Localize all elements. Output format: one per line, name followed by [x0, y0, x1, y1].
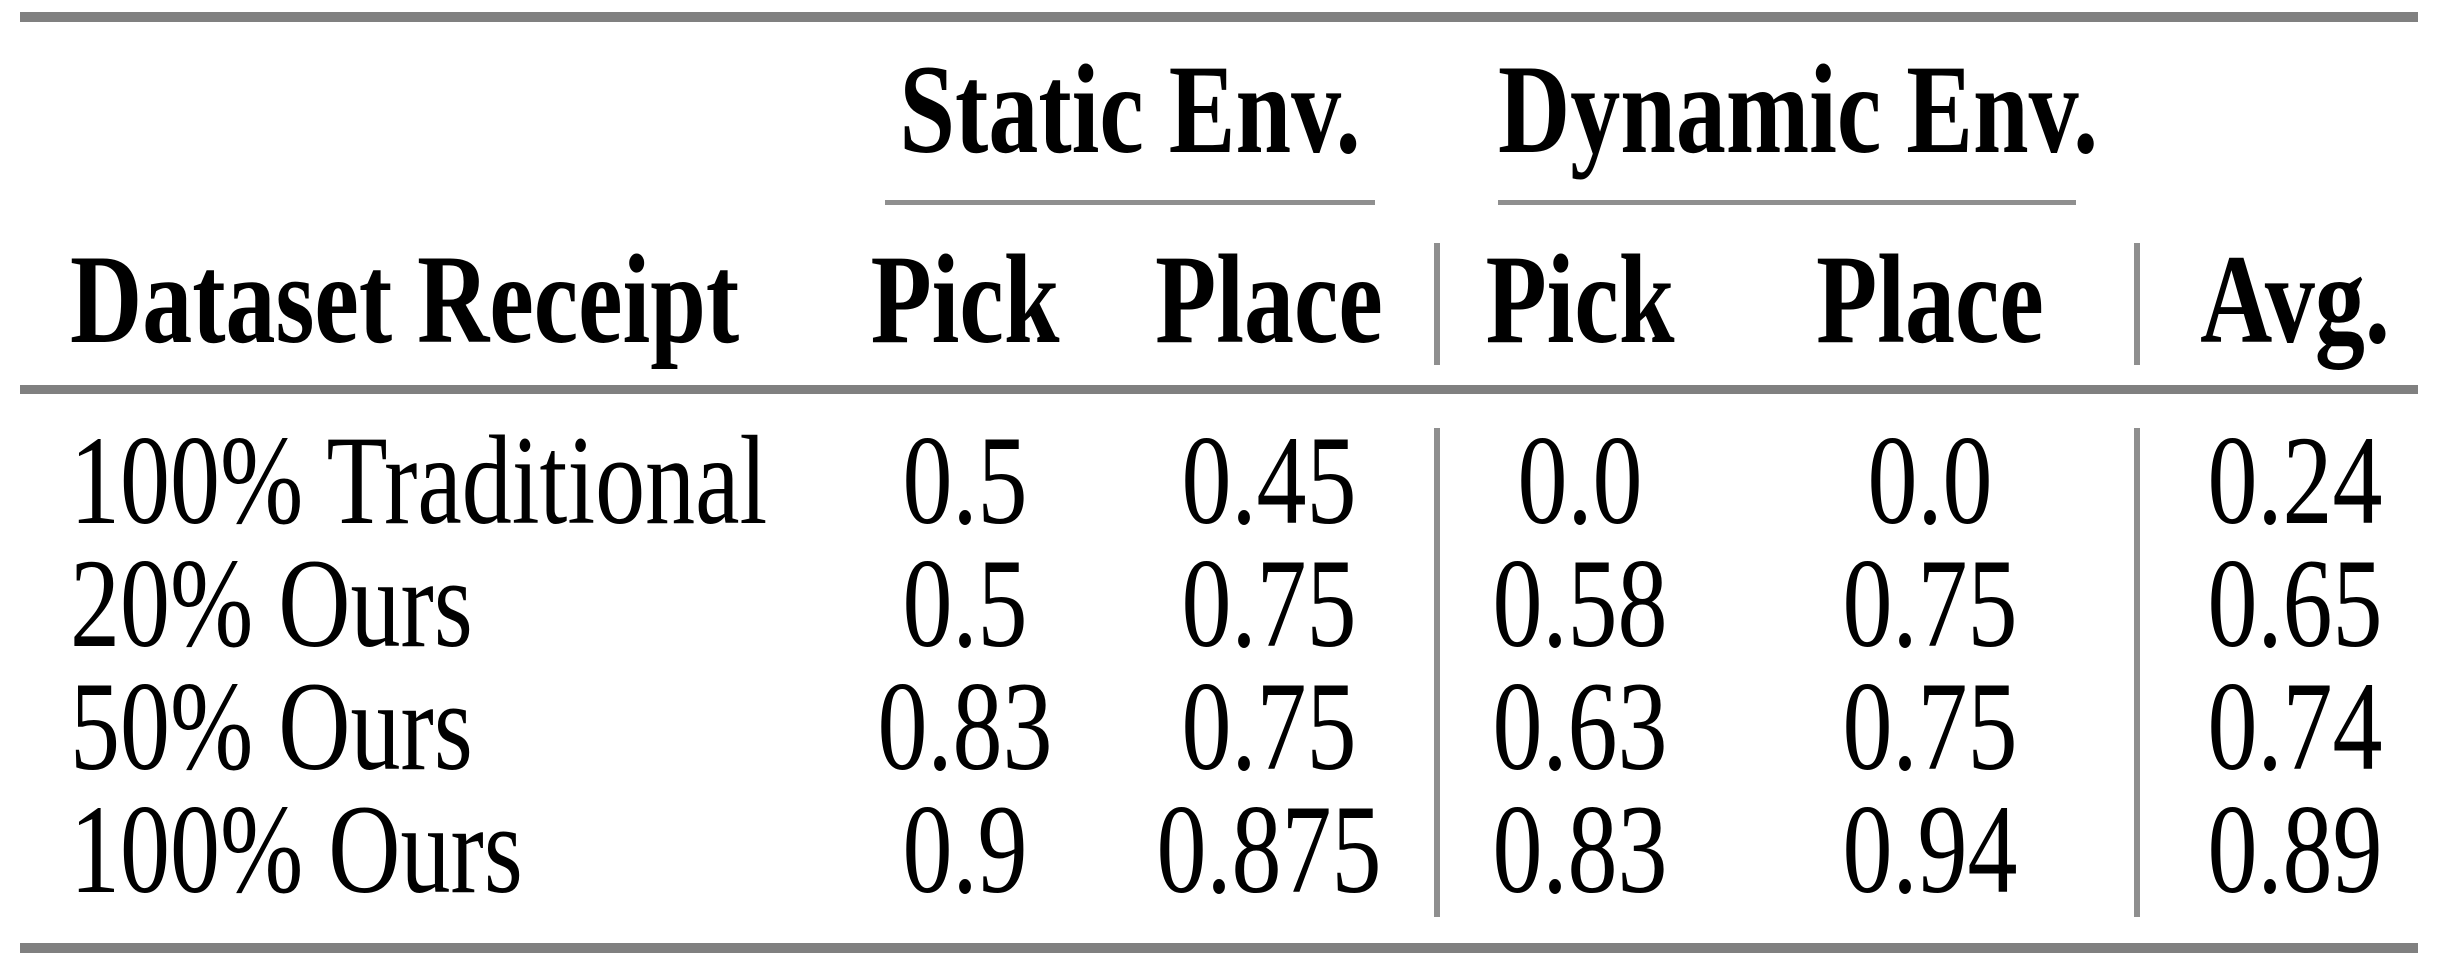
cell-dynamic-pick: 0.58 [1492, 532, 1668, 674]
cell-dynamic-pick: 0.63 [1492, 655, 1668, 797]
cell-avg: 0.65 [2207, 532, 2383, 674]
cell-dynamic-place: 0.75 [1842, 655, 2018, 797]
cell-dynamic-pick: 0.83 [1492, 778, 1668, 920]
column-group-static-env: Static Env. [899, 38, 1361, 180]
table-top-rule [20, 12, 2418, 22]
cell-static-pick: 0.5 [902, 409, 1028, 551]
cell-dynamic-place: 0.0 [1867, 409, 1993, 551]
dynamic-env-mid-rule [1498, 200, 2076, 205]
row-label: 100% Traditional [70, 409, 768, 551]
header-static-pick: Pick [870, 228, 1060, 370]
vertical-rule-static-dynamic-body [1434, 428, 1440, 917]
header-static-place: Place [1155, 228, 1383, 370]
header-avg: Avg. [2200, 228, 2390, 370]
cell-static-place: 0.75 [1181, 532, 1357, 674]
cell-static-pick: 0.83 [877, 655, 1053, 797]
header-dataset-receipt: Dataset Receipt [70, 228, 740, 370]
column-group-dynamic-env: Dynamic Env. [1498, 38, 2099, 180]
cell-dynamic-place: 0.75 [1842, 532, 2018, 674]
row-label: 100% Ours [70, 778, 523, 920]
cell-static-place: 0.875 [1156, 778, 1382, 920]
static-env-mid-rule [885, 200, 1375, 205]
vertical-rule-dynamic-avg-body [2134, 428, 2140, 917]
header-dynamic-pick: Pick [1485, 228, 1675, 370]
cell-static-place: 0.45 [1181, 409, 1357, 551]
vertical-rule-dynamic-avg-header [2134, 243, 2140, 365]
cell-static-place: 0.75 [1181, 655, 1357, 797]
table-bottom-rule [20, 943, 2418, 953]
vertical-rule-static-dynamic-header [1434, 243, 1440, 365]
cell-dynamic-place: 0.94 [1842, 778, 2018, 920]
table-header-rule [20, 385, 2418, 394]
cell-avg: 0.89 [2207, 778, 2383, 920]
cell-avg: 0.74 [2207, 655, 2383, 797]
row-label: 50% Ours [70, 655, 473, 797]
row-label: 20% Ours [70, 532, 473, 674]
cell-dynamic-pick: 0.0 [1517, 409, 1643, 551]
header-dynamic-place: Place [1816, 228, 2044, 370]
cell-avg: 0.24 [2207, 409, 2383, 551]
cell-static-pick: 0.9 [902, 778, 1028, 920]
cell-static-pick: 0.5 [902, 532, 1028, 674]
